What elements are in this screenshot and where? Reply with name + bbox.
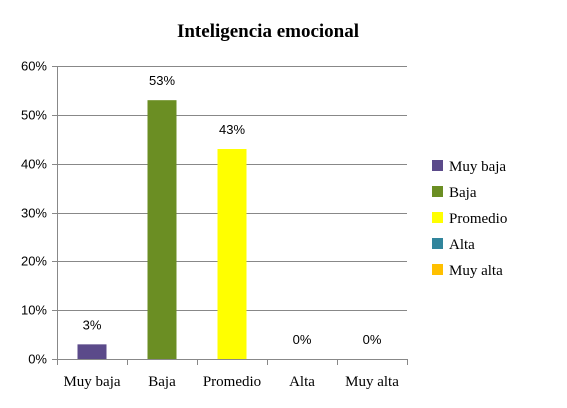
data-label: 53%: [149, 73, 175, 88]
bar: [147, 100, 177, 359]
legend-label: Alta: [449, 237, 475, 253]
data-label: 0%: [293, 332, 312, 347]
legend-swatch: [432, 212, 443, 223]
bars: [77, 100, 247, 359]
x-tick-label: Muy alta: [345, 374, 399, 390]
y-tick-label: 50%: [21, 108, 47, 123]
legend-swatch: [432, 186, 443, 197]
chart-title: Inteligencia emocional: [177, 21, 359, 42]
x-tick-label: Muy baja: [63, 374, 120, 390]
legend-label: Muy alta: [449, 263, 503, 279]
x-tick-label: Alta: [289, 374, 315, 390]
legend-label: Promedio: [449, 211, 507, 227]
legend-swatch: [432, 160, 443, 171]
data-label: 0%: [363, 332, 382, 347]
y-tick-label: 30%: [21, 206, 47, 221]
legend-label: Baja: [449, 185, 477, 201]
x-tick-label: Baja: [148, 374, 176, 390]
data-label: 43%: [219, 122, 245, 137]
y-tick-label: 60%: [21, 59, 47, 74]
y-tick-label: 40%: [21, 157, 47, 172]
bar: [217, 149, 247, 359]
data-label: 3%: [83, 317, 102, 332]
legend: Muy baja Baja Promedio Alta Muy alta: [432, 159, 507, 279]
bar: [77, 344, 107, 359]
data-labels: 3% 53% 43% 0% 0%: [83, 73, 382, 347]
x-tick-label: Promedio: [203, 374, 261, 390]
y-tick-label: 0%: [28, 352, 47, 367]
legend-swatch: [432, 264, 443, 275]
legend-swatch: [432, 238, 443, 249]
axes: 0% 10% 20% 30% 40% 50% 60% Muy baja Baja Promedio…: [21, 59, 408, 390]
legend-label: Muy baja: [449, 159, 506, 175]
y-tick-label: 10%: [21, 303, 47, 318]
y-tick-label: 20%: [21, 254, 47, 269]
